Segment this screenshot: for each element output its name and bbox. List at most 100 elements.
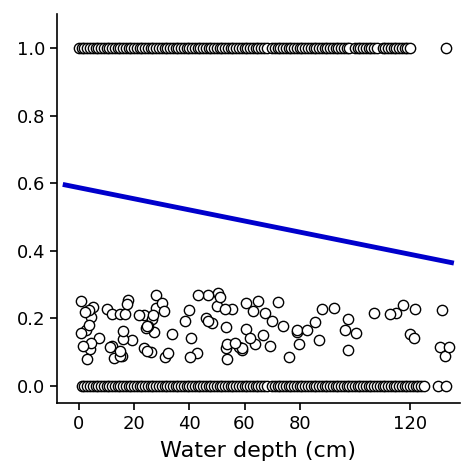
Point xyxy=(348,382,356,390)
Point xyxy=(172,44,179,52)
Point xyxy=(219,44,226,52)
Point xyxy=(80,342,87,349)
Point xyxy=(202,314,210,322)
Point xyxy=(77,329,85,337)
Point xyxy=(205,44,212,52)
Point xyxy=(362,382,370,390)
Point xyxy=(312,44,320,52)
Point xyxy=(166,382,174,390)
Point xyxy=(223,355,230,363)
Point xyxy=(125,44,132,52)
Point xyxy=(202,44,210,52)
Point xyxy=(260,44,268,52)
Point xyxy=(204,317,211,324)
Point xyxy=(401,382,409,390)
Point xyxy=(254,297,261,305)
Point xyxy=(387,44,394,52)
Point xyxy=(185,44,193,52)
Point xyxy=(241,44,248,52)
Point xyxy=(244,382,251,390)
Point xyxy=(263,44,270,52)
Point xyxy=(86,345,93,352)
Point xyxy=(329,44,337,52)
Point xyxy=(403,44,411,52)
Point xyxy=(152,304,160,312)
Point xyxy=(169,44,177,52)
Point xyxy=(164,382,171,390)
Point xyxy=(144,44,152,52)
Point xyxy=(255,382,262,390)
Point xyxy=(100,44,108,52)
Point xyxy=(417,382,425,390)
Point xyxy=(288,44,295,52)
Point xyxy=(221,44,229,52)
Point xyxy=(279,322,286,330)
Point xyxy=(252,44,259,52)
Point xyxy=(346,382,353,390)
Point xyxy=(310,382,317,390)
Point xyxy=(133,382,141,390)
Point xyxy=(128,44,135,52)
Point xyxy=(81,382,88,390)
Point xyxy=(249,44,256,52)
Point xyxy=(263,382,270,390)
Point xyxy=(445,344,453,351)
Point xyxy=(158,382,165,390)
Point xyxy=(119,44,127,52)
Point xyxy=(166,44,174,52)
Point xyxy=(119,335,127,343)
Point xyxy=(335,382,342,390)
Point xyxy=(191,44,199,52)
Point xyxy=(324,382,331,390)
Point xyxy=(141,311,148,319)
Point xyxy=(324,44,331,52)
Point xyxy=(235,382,243,390)
Point xyxy=(144,382,152,390)
Point xyxy=(169,382,177,390)
Point xyxy=(150,44,157,52)
Point xyxy=(224,340,231,348)
Point xyxy=(216,293,224,301)
Point xyxy=(362,44,370,52)
Point xyxy=(390,382,397,390)
Point xyxy=(204,291,211,298)
Point xyxy=(242,299,250,307)
Point xyxy=(238,346,246,354)
Point xyxy=(351,44,359,52)
Point xyxy=(194,382,201,390)
Point xyxy=(78,44,85,52)
Point xyxy=(97,382,105,390)
Point xyxy=(412,382,419,390)
Point xyxy=(359,44,367,52)
Point xyxy=(345,346,352,354)
Point xyxy=(130,382,138,390)
Point xyxy=(83,44,91,52)
Point xyxy=(153,382,160,390)
Point xyxy=(353,329,360,337)
Point xyxy=(257,44,265,52)
Point xyxy=(185,306,193,313)
Point xyxy=(373,44,381,52)
Point xyxy=(268,382,276,390)
Point xyxy=(434,382,441,390)
Point xyxy=(236,343,243,351)
Point xyxy=(326,382,334,390)
Point xyxy=(117,382,124,390)
Point xyxy=(108,382,116,390)
Point xyxy=(83,382,91,390)
Point xyxy=(249,307,257,315)
Point xyxy=(274,382,282,390)
Point xyxy=(221,382,229,390)
Point xyxy=(89,44,97,52)
Point xyxy=(442,382,450,390)
Point xyxy=(119,327,127,335)
Point xyxy=(312,382,320,390)
Point xyxy=(398,382,406,390)
Point xyxy=(117,44,124,52)
Point xyxy=(291,44,298,52)
Point xyxy=(213,44,221,52)
Point xyxy=(221,305,228,312)
Point xyxy=(304,382,312,390)
Point xyxy=(371,382,378,390)
Point xyxy=(188,382,196,390)
